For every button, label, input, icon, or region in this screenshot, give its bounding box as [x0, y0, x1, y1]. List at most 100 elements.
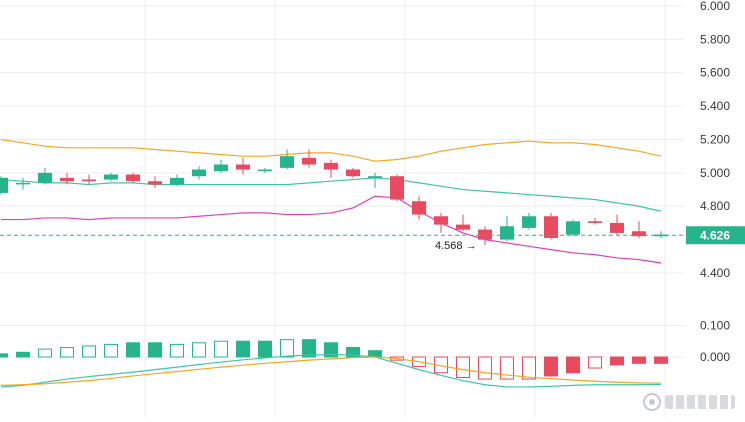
candle-down	[324, 159, 338, 178]
macd-bar-negative	[654, 356, 668, 364]
candle-up	[38, 167, 52, 185]
watermark-logo	[665, 395, 735, 409]
signal-line	[0, 356, 662, 386]
candle-body	[346, 169, 360, 177]
candle-body	[38, 172, 52, 183]
price-tick-label: 5.400	[700, 99, 730, 113]
candle-body	[456, 224, 470, 230]
last-price-label: 4.626	[700, 228, 730, 242]
candle-down	[610, 214, 624, 235]
macd-tick-label: 0.100	[700, 318, 730, 332]
candle-up	[16, 177, 30, 190]
candle-up	[368, 172, 382, 188]
price-tick-label: 4.400	[700, 266, 730, 280]
candle-up	[280, 149, 294, 170]
candle-up	[214, 159, 228, 173]
macd-bar-positive	[148, 342, 162, 358]
candle-down	[346, 167, 360, 178]
candle-down	[434, 212, 448, 233]
candle-body	[434, 216, 448, 225]
macd-bar-positive	[192, 342, 206, 358]
candle-body	[214, 164, 228, 172]
macd-bar-positive	[258, 340, 272, 358]
candle-body	[60, 177, 74, 182]
middle-band-line	[0, 177, 662, 212]
candle-body	[302, 157, 316, 165]
macd-bar-positive	[16, 351, 30, 358]
last-price-badge-bg	[686, 226, 745, 245]
candle-body	[610, 222, 624, 233]
candle-body	[368, 176, 382, 178]
candle-body	[170, 177, 184, 185]
price-tick-label: 5.000	[700, 166, 730, 180]
candle-body	[566, 221, 580, 235]
macd-bar-negative	[544, 356, 558, 377]
price-tick-label: 4.800	[700, 199, 730, 213]
macd-bar-positive	[302, 339, 316, 358]
macd-bar-positive	[236, 340, 250, 358]
price-tick-label: 5.800	[700, 32, 730, 46]
candle-body	[280, 156, 294, 168]
macd-line	[0, 353, 662, 388]
macd-bar-positive	[104, 343, 118, 358]
candle-down	[456, 214, 470, 232]
macd-bar-positive	[38, 348, 52, 358]
candle-down	[148, 176, 162, 188]
candle-body	[412, 201, 426, 215]
macd-bar-negative	[500, 356, 514, 380]
watermark	[643, 393, 735, 411]
candle-up	[0, 176, 8, 195]
candle-body	[148, 181, 162, 185]
candle-body	[258, 169, 272, 172]
last-price-badge: 4.626	[686, 226, 745, 245]
candle-down	[302, 149, 316, 168]
macd-panel	[0, 339, 668, 388]
candle-body	[500, 226, 514, 240]
candle-body	[588, 221, 602, 223]
macd-bar-positive	[214, 340, 228, 358]
candle-up	[104, 172, 118, 182]
candle-body	[16, 182, 30, 185]
price-tick-label: 6.000	[700, 0, 730, 13]
macd-bar-positive	[126, 342, 140, 358]
macd-bar-negative	[588, 356, 602, 369]
macd-bar-negative	[610, 356, 624, 366]
candle-body	[478, 229, 492, 240]
candlestick-series	[0, 149, 668, 245]
macd-bar-positive	[280, 339, 294, 358]
candle-down	[412, 196, 426, 220]
candle-body	[632, 231, 646, 237]
candle-down	[236, 157, 250, 175]
macd-bar-positive	[324, 342, 338, 358]
upper-band-line	[0, 138, 662, 162]
low-price-label: 4.568 →	[435, 240, 477, 252]
candle-body	[390, 176, 404, 200]
candle-up	[170, 174, 184, 187]
candle-up	[500, 216, 514, 242]
macd-bar-negative	[566, 356, 580, 374]
markers: 4.568 →	[0, 234, 684, 252]
price-tick-label: 5.200	[700, 132, 730, 146]
candle-body	[236, 164, 250, 170]
macd-bar-positive	[82, 345, 96, 358]
candle-body	[192, 169, 206, 177]
candle-up	[522, 212, 536, 230]
macd-bar-positive	[0, 353, 8, 358]
price-tick-label: 5.600	[700, 66, 730, 80]
candle-body	[126, 174, 140, 182]
macd-bar-positive	[60, 347, 74, 358]
candle-down	[126, 172, 140, 183]
candle-down	[544, 212, 558, 240]
bollinger-bands	[0, 138, 662, 264]
macd-bar-negative	[478, 356, 492, 380]
macd-tick-label: 0.000	[700, 350, 730, 364]
candle-body	[324, 162, 338, 170]
price-axis[interactable]: 6.000 5.800 5.600 5.400 5.200 5.000 4.800 4.400…	[686, 0, 745, 364]
candle-up	[566, 219, 580, 237]
candle-body	[82, 179, 96, 182]
candle-body	[522, 216, 536, 228]
candle-down	[588, 217, 602, 225]
candle-body	[544, 216, 558, 238]
